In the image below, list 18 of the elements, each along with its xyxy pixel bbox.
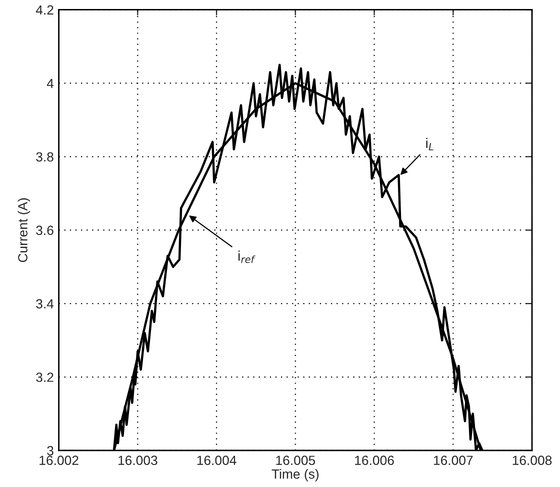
x-tick-label: 16.006 [355,456,394,466]
y-tick-label: 4.2 [36,5,54,15]
x-tick-label: 16.007 [434,456,473,466]
x-tick-label: 16.005 [276,456,316,466]
y-tick-label: 3.8 [36,152,54,162]
x-tick-label: 16.003 [118,456,158,466]
annotation: i$_{L}$ [426,138,434,150]
y-tick-label: 3.6 [36,226,54,236]
y-tick-label: 4 [46,78,54,88]
x-axis-title: Time (s) [272,469,319,482]
y-axis-title: Current (A) [18,198,30,262]
y-tick-label: 3.2 [36,372,54,382]
annotation: i$_{ref}$ [238,250,256,264]
y-tick-label: 3 [47,446,54,456]
x-tick-label: 16.004 [197,456,236,466]
x-tick-label: 16.002 [40,456,78,466]
y-tick-label: 3.4 [36,299,54,308]
x-tick-label: 16.008 [512,456,552,466]
